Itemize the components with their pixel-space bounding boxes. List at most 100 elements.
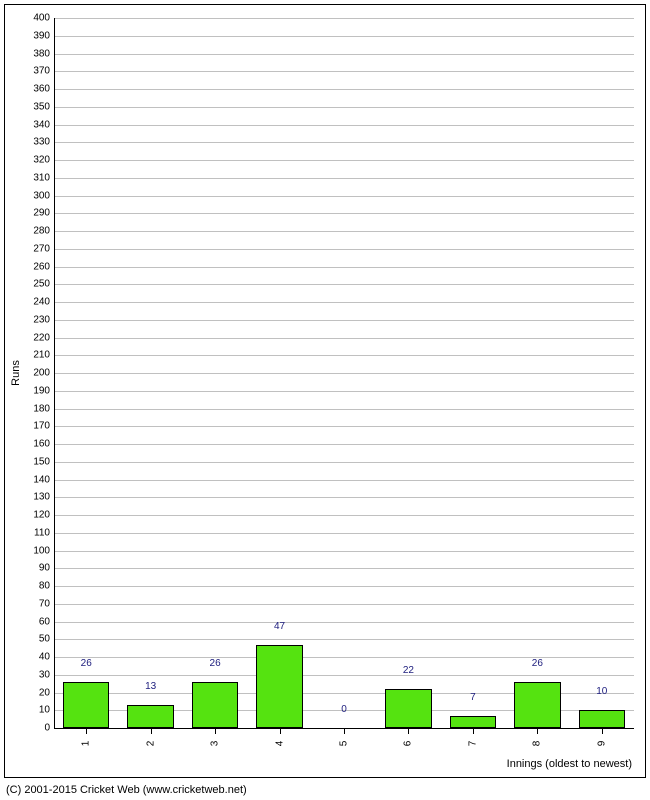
x-tick-mark [86, 728, 87, 734]
gridline [54, 89, 634, 90]
x-tick-label: 7 [467, 741, 478, 747]
x-tick-mark [408, 728, 409, 734]
y-axis-title: Runs [10, 360, 22, 386]
gridline [54, 338, 634, 339]
gridline [54, 391, 634, 392]
gridline [54, 551, 634, 552]
y-tick-label: 110 [34, 527, 54, 538]
y-tick-label: 210 [33, 350, 54, 361]
bar [256, 645, 302, 728]
bar [63, 682, 109, 728]
gridline [54, 355, 634, 356]
x-tick-mark [151, 728, 152, 734]
y-tick-label: 40 [39, 652, 54, 663]
gridline [54, 71, 634, 72]
y-tick-label: 280 [33, 226, 54, 237]
bar-value-label: 22 [403, 665, 414, 676]
y-tick-label: 370 [33, 66, 54, 77]
bar [450, 716, 496, 728]
gridline [54, 604, 634, 605]
gridline [54, 373, 634, 374]
y-tick-label: 150 [33, 456, 54, 467]
bar-value-label: 13 [145, 681, 156, 692]
gridline [54, 231, 634, 232]
y-tick-label: 80 [39, 581, 54, 592]
x-axis-title: Innings (oldest to newest) [507, 758, 632, 770]
x-tick-label: 1 [81, 741, 92, 747]
gridline [54, 107, 634, 108]
y-tick-label: 60 [39, 616, 54, 627]
y-tick-label: 220 [33, 332, 54, 343]
x-tick-mark [344, 728, 345, 734]
y-tick-label: 300 [33, 190, 54, 201]
y-tick-label: 10 [39, 705, 54, 716]
y-tick-label: 250 [33, 279, 54, 290]
y-tick-label: 200 [33, 368, 54, 379]
x-tick-label: 2 [145, 741, 156, 747]
gridline [54, 462, 634, 463]
x-tick-mark [215, 728, 216, 734]
y-tick-label: 340 [33, 119, 54, 130]
gridline [54, 36, 634, 37]
y-tick-label: 120 [33, 510, 54, 521]
y-tick-label: 260 [33, 261, 54, 272]
gridline [54, 480, 634, 481]
gridline [54, 639, 634, 640]
y-tick-label: 360 [33, 84, 54, 95]
gridline [54, 586, 634, 587]
gridline [54, 409, 634, 410]
gridline [54, 533, 634, 534]
bar [192, 682, 238, 728]
y-tick-label: 90 [39, 563, 54, 574]
y-tick-label: 0 [44, 723, 54, 734]
bar-value-label: 10 [596, 686, 607, 697]
chart-wrap: 0102030405060708090100110120130140150160… [4, 4, 646, 778]
bar-value-label: 26 [81, 658, 92, 669]
x-tick-label: 8 [532, 741, 543, 747]
gridline [54, 142, 634, 143]
copyright-text: (C) 2001-2015 Cricket Web (www.cricketwe… [6, 784, 247, 796]
bar [579, 710, 625, 728]
y-tick-label: 160 [33, 439, 54, 450]
x-tick-label: 6 [403, 741, 414, 747]
y-tick-label: 320 [33, 155, 54, 166]
y-tick-label: 240 [33, 297, 54, 308]
bar [385, 689, 431, 728]
x-tick-label: 9 [596, 741, 607, 747]
y-tick-label: 50 [39, 634, 54, 645]
gridline [54, 54, 634, 55]
bar-value-label: 47 [274, 621, 285, 632]
y-tick-label: 180 [33, 403, 54, 414]
y-tick-label: 230 [33, 314, 54, 325]
x-tick-mark [602, 728, 603, 734]
gridline [54, 125, 634, 126]
x-tick-label: 4 [274, 741, 285, 747]
bar-value-label: 0 [341, 704, 347, 715]
x-tick-mark [473, 728, 474, 734]
gridline [54, 515, 634, 516]
x-tick-label: 3 [210, 741, 221, 747]
chart-frame: 0102030405060708090100110120130140150160… [0, 0, 650, 800]
y-tick-label: 390 [33, 30, 54, 41]
bar-value-label: 26 [210, 658, 221, 669]
gridline [54, 444, 634, 445]
plot-area: 0102030405060708090100110120130140150160… [54, 18, 634, 728]
gridline [54, 622, 634, 623]
gridline [54, 178, 634, 179]
bar [127, 705, 173, 728]
gridline [54, 267, 634, 268]
gridline [54, 497, 634, 498]
y-tick-label: 330 [33, 137, 54, 148]
gridline [54, 284, 634, 285]
y-tick-label: 130 [33, 492, 54, 503]
gridline [54, 196, 634, 197]
x-tick-label: 5 [339, 741, 350, 747]
y-tick-label: 140 [33, 474, 54, 485]
bar-value-label: 7 [470, 692, 476, 703]
y-tick-label: 350 [33, 101, 54, 112]
bar [514, 682, 560, 728]
y-tick-label: 190 [33, 385, 54, 396]
y-tick-label: 310 [33, 172, 54, 183]
gridline [54, 675, 634, 676]
gridline [54, 249, 634, 250]
